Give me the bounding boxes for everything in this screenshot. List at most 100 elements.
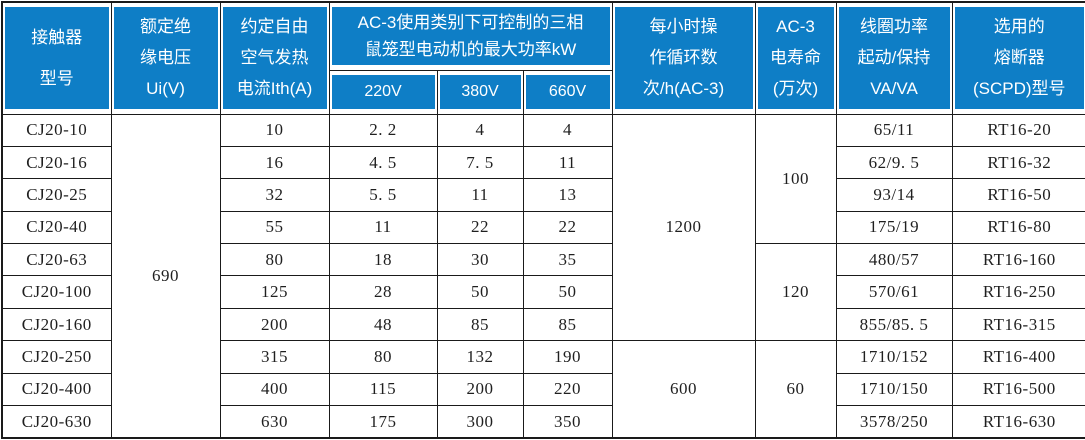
cell-model: CJ20-63	[1, 243, 112, 277]
cell-p380: 85	[436, 307, 524, 342]
cell-fuse: RT16-500	[951, 372, 1085, 407]
cell-ith: 10	[219, 113, 330, 147]
header-text: AC-3	[776, 17, 815, 37]
cell-p220: 28	[328, 275, 438, 309]
table-row: CJ20-25 32 5. 5 11 13 93/14 RT16-50	[1, 178, 1085, 212]
header-text: (SCPD)型号	[972, 79, 1066, 99]
cell-p660: 220	[522, 372, 613, 407]
cell-p380: 7. 5	[436, 145, 524, 180]
cell-fuse: RT16-250	[951, 275, 1085, 309]
cell-fuse: RT16-20	[951, 113, 1085, 147]
cell-p220: 2. 2	[328, 113, 438, 147]
header-text: 鼠笼型电动机的最大功率kW	[364, 39, 577, 59]
table-row: CJ20-16 16 4. 5 7. 5 11 62/9. 5 RT16-32	[1, 145, 1085, 180]
cell-model: CJ20-16	[1, 145, 112, 180]
cell-ith: 315	[219, 340, 330, 374]
cell-ith: 80	[219, 243, 330, 277]
cell-ith: 125	[219, 275, 330, 309]
header-text: 熔断器	[993, 48, 1045, 68]
header-text: 选用的	[993, 17, 1045, 37]
header-text: 约定自由	[240, 17, 309, 37]
cell-coil: 570/61	[835, 275, 953, 309]
cell-p660: 85	[522, 307, 613, 342]
cell-p380: 4	[436, 113, 524, 147]
cell-p380: 30	[436, 243, 524, 277]
cell-p220: 18	[328, 243, 438, 277]
cell-p220: 5. 5	[328, 178, 438, 212]
header-text: 空气发热	[240, 48, 309, 68]
header-text: 220V	[364, 82, 402, 100]
header-text: 作循环数	[649, 48, 718, 68]
cell-p660: 35	[522, 243, 613, 277]
header-text: 电流Ith(A)	[236, 79, 313, 99]
header-thermal-current: 约定自由 空气发热 电流Ith(A)	[219, 1, 330, 115]
cell-ith: 55	[219, 210, 330, 245]
table-row: CJ20-250 315 80 132 190 600 60 1710/152 …	[1, 340, 1085, 439]
cell-fuse: RT16-80	[951, 210, 1085, 245]
cell-p660: 350	[522, 405, 613, 439]
header-text: 380V	[461, 82, 499, 100]
cell-coil: 175/19	[835, 210, 953, 245]
cell-coil: 855/85. 5	[835, 307, 953, 342]
cell-p220: 115	[328, 372, 438, 407]
header-text: 起动/保持	[857, 48, 931, 68]
header-insulation-voltage: 额定绝 缘电压 Ui(V)	[110, 1, 221, 115]
header-text: 缘电压	[140, 48, 191, 68]
cell-p220: 80	[328, 340, 438, 374]
cell-ith: 630	[219, 405, 330, 439]
cell-model: CJ20-10	[1, 113, 112, 147]
cell-model: CJ20-400	[1, 372, 112, 407]
header-ac3-power-group: AC-3使用类别下可控制的三相 鼠笼型电动机的最大功率kW	[328, 1, 613, 71]
header-text: AC-3使用类别下可控制的三相	[357, 12, 584, 32]
table-body: CJ20-10 690 10 2. 2 4 4 1200 100 65/11 R…	[1, 113, 1085, 439]
header-contactor-model: 接触器 型号	[1, 1, 112, 115]
header-220v: 220V	[328, 69, 438, 115]
cell-model: CJ20-160	[1, 307, 112, 342]
cell-p380: 11	[436, 178, 524, 212]
table-header: 接触器 型号 额定绝 缘电压 Ui(V) 约定自由 空气发热 电流Ith(A)	[1, 1, 1085, 115]
cell-fuse: RT16-50	[951, 178, 1085, 212]
cell-ith: 400	[219, 372, 330, 407]
header-text: VA/VA	[870, 79, 918, 99]
cell-p380: 50	[436, 275, 524, 309]
cell-ith: 16	[219, 145, 330, 180]
cell-p380: 300	[436, 405, 524, 439]
cell-p660: 50	[522, 275, 613, 309]
cell-model: CJ20-40	[1, 210, 112, 245]
cell-p660: 13	[522, 178, 613, 212]
header-text: 型号	[39, 68, 74, 88]
cell-coil: 1710/150	[835, 372, 953, 407]
cell-coil: 65/11	[835, 113, 953, 147]
cell-life-merged: 120	[754, 243, 837, 342]
header-fuse: 选用的 熔断器 (SCPD)型号	[951, 1, 1085, 115]
cell-p380: 200	[436, 372, 524, 407]
cell-p660: 4	[522, 113, 613, 147]
header-text: 每小时操	[649, 17, 718, 37]
table-row: CJ20-630 630 175 300 350 3578/250 RT16-6…	[1, 405, 1085, 439]
cell-cycles-merged: 1200	[611, 113, 756, 342]
cell-fuse: RT16-160	[951, 243, 1085, 277]
cell-life-merged: 60	[754, 340, 837, 439]
header-operating-cycles: 每小时操 作循环数 次/h(AC-3)	[611, 1, 756, 115]
header-text: 电寿命	[770, 48, 822, 68]
header-text: 次/h(AC-3)	[642, 79, 725, 99]
header-text: 660V	[548, 82, 587, 100]
cell-model: CJ20-630	[1, 405, 112, 439]
header-text: 接触器	[31, 27, 83, 47]
cell-p220: 175	[328, 405, 438, 439]
table-row: CJ20-160 200 48 85 85 855/85. 5 RT16-315	[1, 307, 1085, 342]
header-text: 额定绝	[140, 17, 191, 37]
cell-fuse: RT16-315	[951, 307, 1085, 342]
header-text: (万次)	[772, 79, 819, 99]
header-coil-power: 线圈功率 起动/保持 VA/VA	[835, 1, 953, 115]
cell-coil: 1710/152	[835, 340, 953, 374]
cell-model: CJ20-100	[1, 275, 112, 309]
cell-p220: 48	[328, 307, 438, 342]
cell-p380: 132	[436, 340, 524, 374]
cell-p220: 11	[328, 210, 438, 245]
cell-model: CJ20-25	[1, 178, 112, 212]
cell-p380: 22	[436, 210, 524, 245]
cell-fuse: RT16-32	[951, 145, 1085, 180]
